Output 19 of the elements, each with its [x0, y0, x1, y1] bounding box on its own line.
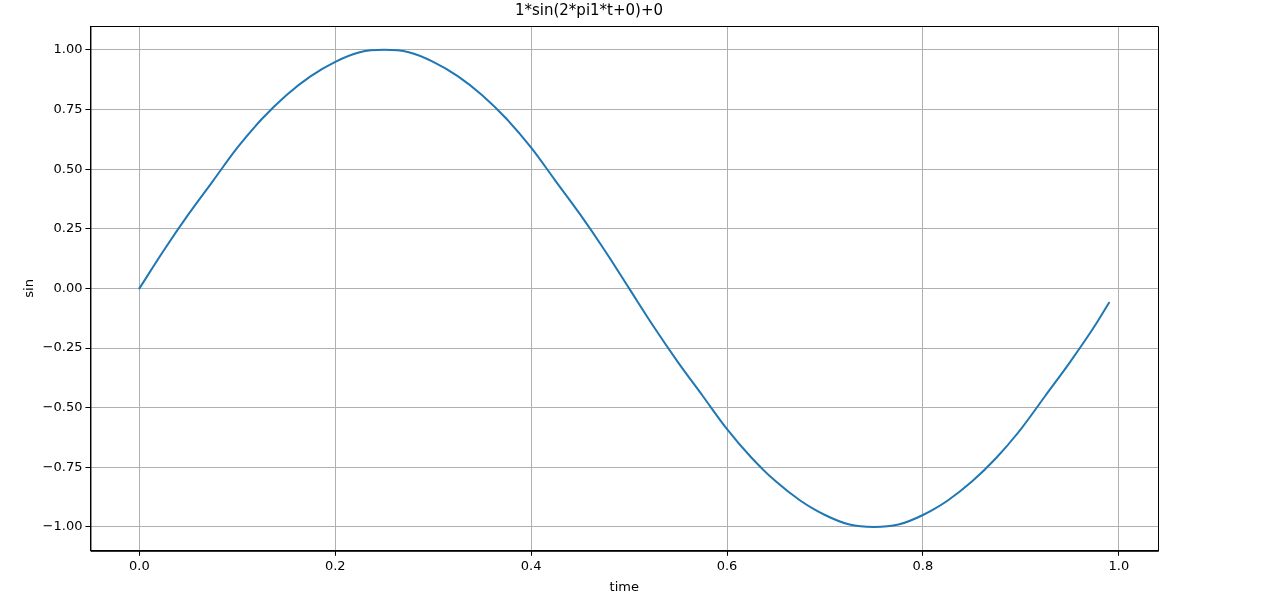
y-tick-label: 0.75 — [53, 100, 83, 116]
x-tick-label: 1.0 — [1108, 557, 1130, 573]
line-series — [138, 48, 1111, 528]
y-tick-label: 0.00 — [53, 279, 83, 295]
y-tick-label: 0.25 — [53, 220, 83, 236]
x-tick-label: 0.8 — [912, 557, 934, 573]
y-tick-label: −0.25 — [42, 339, 83, 355]
y-tick-label: −1.00 — [42, 518, 83, 534]
y-tick-label: 1.00 — [53, 41, 83, 57]
x-tick-label: 0.0 — [129, 557, 150, 573]
y-tick-label: −0.75 — [42, 458, 83, 474]
x-axis-title: time — [609, 578, 639, 594]
y-axis-title: sin — [21, 279, 37, 298]
chart-title: 1*sin(2*pi1*t+0)+0 — [514, 0, 664, 19]
y-tick-label: 0.50 — [53, 160, 83, 176]
x-tick-label: 0.4 — [520, 557, 542, 573]
x-tick-label: 0.6 — [716, 557, 738, 573]
y-tick-label: −0.50 — [42, 399, 83, 415]
x-tick-label: 0.2 — [324, 557, 346, 573]
